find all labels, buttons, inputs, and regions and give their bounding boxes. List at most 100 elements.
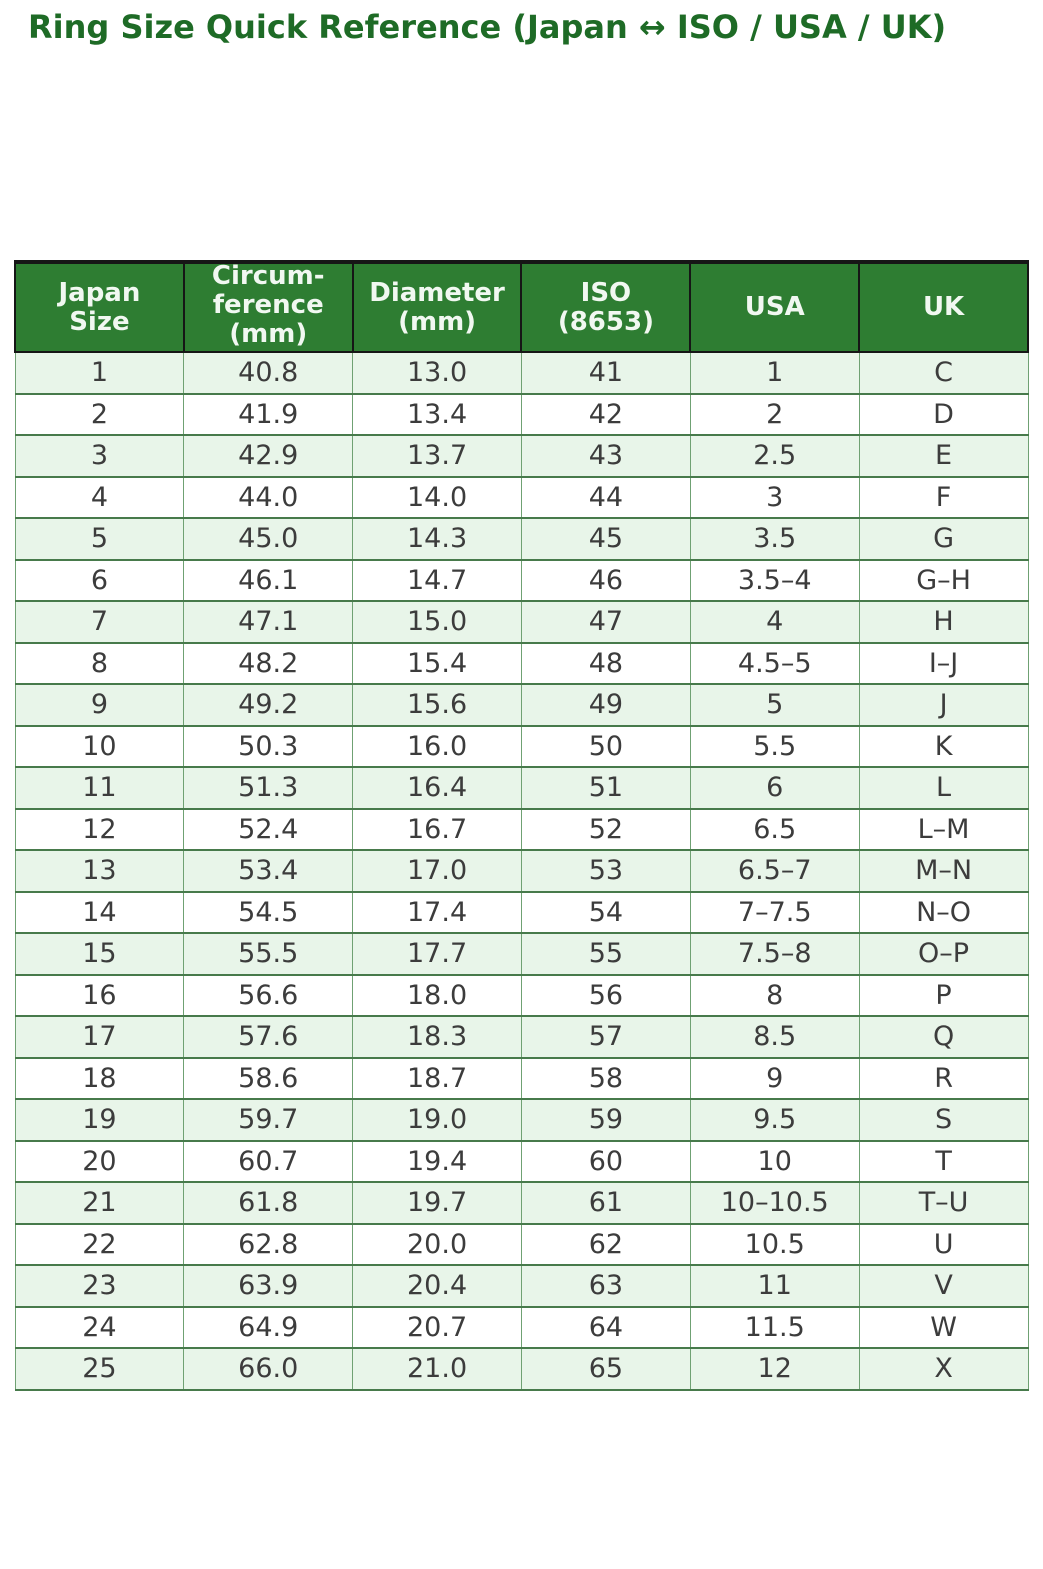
table-cell: 7.5–8: [689, 932, 860, 976]
table-cell: 10: [14, 724, 185, 768]
table-cell: 21.0: [352, 1347, 522, 1391]
table-cell: 4.5–5: [689, 641, 860, 685]
table-cell: T–U: [858, 1181, 1029, 1225]
table-cell: 11.5: [689, 1305, 860, 1349]
col-header-circumference: Circum- ference (mm) Circum- ference (mm…: [182, 261, 354, 353]
table-cell: 16: [14, 973, 185, 1017]
table-row: 8 48.2 15.4 48 4.5–5 I–J: [14, 641, 1029, 685]
table-cell: 20.4: [352, 1264, 522, 1308]
table-cell: C: [858, 351, 1029, 395]
table-cell: 17: [14, 1015, 185, 1059]
table-cell: 56.6: [183, 973, 354, 1017]
table-cell: 14.3: [352, 517, 522, 561]
table-cell: 64: [520, 1305, 691, 1349]
table-cell: 9: [689, 1056, 860, 1100]
table-row: 2 41.9 13.4 42 2 D: [14, 392, 1029, 436]
col-header-japan-size: Japan Size: [14, 262, 185, 353]
table-cell: 11: [14, 766, 185, 810]
table-cell: 54: [520, 890, 691, 934]
table-cell: 17.7: [352, 932, 522, 976]
table-cell: 8: [14, 641, 185, 685]
table-cell: 4: [689, 600, 860, 644]
table-cell: 47: [520, 600, 691, 644]
table-cell: 12: [689, 1347, 860, 1391]
table-cell: 5.5: [689, 724, 860, 768]
table-cell: L: [858, 766, 1029, 810]
table-cell: J: [858, 683, 1029, 727]
table-cell: 13: [14, 849, 185, 893]
table-cell: M–N: [858, 849, 1029, 893]
table-cell: 9.5: [689, 1098, 860, 1142]
table-row: 22 62.8 20.0 62 10.5 U: [14, 1222, 1029, 1266]
table-cell: 16.7: [352, 807, 522, 851]
table-cell: I–J: [858, 641, 1029, 685]
table-cell: 3.5–4: [689, 558, 860, 602]
table-cell: 59.7: [183, 1098, 354, 1142]
table-cell: 41.9: [183, 392, 354, 436]
table-cell: 6: [689, 766, 860, 810]
table-row: 11 51.3 16.4 51 6 L: [14, 766, 1029, 810]
table-cell: T: [858, 1139, 1029, 1183]
col-header-diameter: Diameter (mm): [351, 262, 523, 353]
table-cell: 40.8: [183, 351, 354, 395]
table-cell: 57: [520, 1015, 691, 1059]
table-cell: 51.3: [183, 766, 354, 810]
table-cell: K: [858, 724, 1029, 768]
table-cell: 3: [689, 475, 860, 519]
table-cell: 49: [520, 683, 691, 727]
table-cell: 46: [520, 558, 691, 602]
table-cell: 58: [520, 1056, 691, 1100]
table-cell: W: [858, 1305, 1029, 1349]
table-cell: 15.0: [352, 600, 522, 644]
table-row: 5 45.0 14.3 45 3.5 G: [14, 517, 1029, 561]
table-cell: 43: [520, 434, 691, 478]
table-cell: 45: [520, 517, 691, 561]
table-cell: 61: [520, 1181, 691, 1225]
table-cell: 18.3: [352, 1015, 522, 1059]
table-cell: 19.7: [352, 1181, 522, 1225]
table-cell: 11: [689, 1264, 860, 1308]
table-cell: 14: [14, 890, 185, 934]
table-cell: 2.5: [689, 434, 860, 478]
table-cell: 49.2: [183, 683, 354, 727]
table-cell: 14.7: [352, 558, 522, 602]
table-cell: 12: [14, 807, 185, 851]
table-top-border: [14, 260, 1029, 263]
table-cell: 52.4: [183, 807, 354, 851]
table-cell: 42.9: [183, 434, 354, 478]
table-cell: V: [858, 1264, 1029, 1308]
table-cell: 2: [14, 392, 185, 436]
table-cell: 55.5: [183, 932, 354, 976]
table-row: 10 50.3 16.0 50 5.5 K: [14, 724, 1029, 768]
table-cell: 55: [520, 932, 691, 976]
page-title: Ring Size Quick Reference (Japan ↔ ISO /…: [28, 8, 947, 46]
table-row: 25 66.0 21.0 65 12 X: [14, 1347, 1029, 1391]
table-cell: 41: [520, 351, 691, 395]
col-header-circumference-text: Circum- ference (mm): [211, 264, 325, 349]
table-cell: U: [858, 1222, 1029, 1266]
table-cell: 17.4: [352, 890, 522, 934]
table-cell: 13.7: [352, 434, 522, 478]
table-cell: 19.0: [352, 1098, 522, 1142]
table-cell: 6.5: [689, 807, 860, 851]
table-row: 6 46.1 14.7 46 3.5–4 G–H: [14, 558, 1029, 602]
table-cell: 14.0: [352, 475, 522, 519]
table-cell: 1: [14, 351, 185, 395]
table-cell: 25: [14, 1347, 185, 1391]
table-cell: 16.4: [352, 766, 522, 810]
table-cell: 16.0: [352, 724, 522, 768]
table-cell: 63: [520, 1264, 691, 1308]
table-cell: G: [858, 517, 1029, 561]
table-cell: 65: [520, 1347, 691, 1391]
table-cell: 45.0: [183, 517, 354, 561]
table-cell: 9: [14, 683, 185, 727]
table-cell: 4: [14, 475, 185, 519]
table-cell: 10.5: [689, 1222, 860, 1266]
table-cell: 13.4: [352, 392, 522, 436]
col-header-circumference-overflow-text: Circum- ference (mm): [211, 261, 325, 349]
table-cell: 50: [520, 724, 691, 768]
table-cell: H: [858, 600, 1029, 644]
table-cell: 23: [14, 1264, 185, 1308]
table-cell: 17.0: [352, 849, 522, 893]
